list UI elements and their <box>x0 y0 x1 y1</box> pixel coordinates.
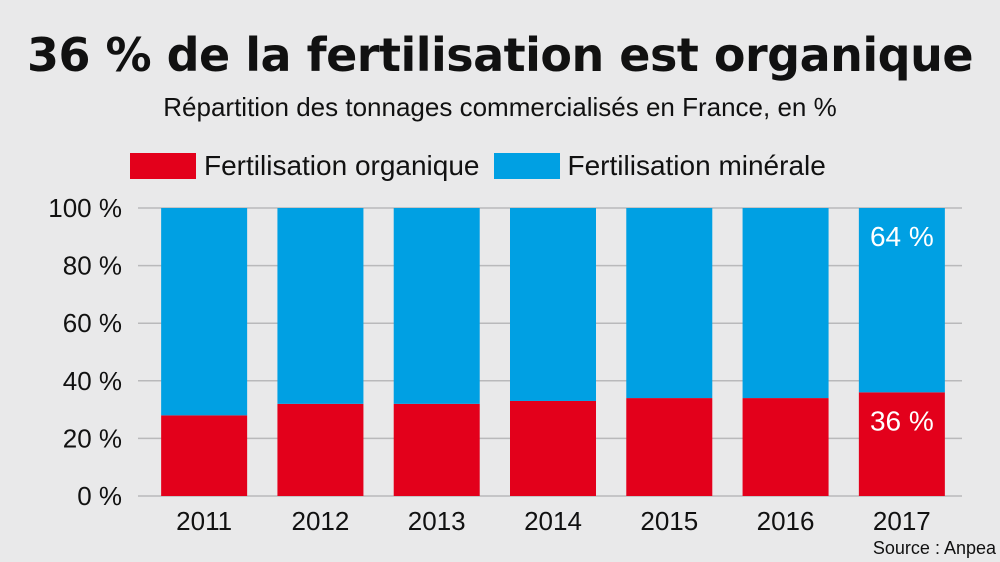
y-tick-label: 40 % <box>63 366 122 396</box>
bar-minerale-2016 <box>742 208 829 399</box>
bar-organique-2011 <box>161 415 248 496</box>
chart-legend: Fertilisation organique Fertilisation mi… <box>130 150 840 182</box>
data-label: 64 % <box>870 221 934 252</box>
bar-organique-2015 <box>626 398 713 496</box>
bar-organique-2013 <box>393 403 480 496</box>
x-tick-label: 2015 <box>640 506 698 536</box>
y-tick-label: 80 % <box>63 251 122 281</box>
legend-item-minerale: Fertilisation minérale <box>493 150 826 182</box>
x-tick-label: 2012 <box>292 506 350 536</box>
chart-title: 36 % de la fertilisation est organique <box>26 28 974 82</box>
bar-minerale-2012 <box>277 208 364 404</box>
y-tick-label: 20 % <box>63 423 122 453</box>
bar-minerale-2013 <box>393 208 480 404</box>
bar-minerale-2015 <box>626 208 713 399</box>
bar-minerale-2014 <box>510 208 596 401</box>
bar-organique-2016 <box>742 398 829 496</box>
x-tick-label: 2014 <box>524 506 582 536</box>
legend-swatch-organique <box>130 153 196 179</box>
bar-minerale-2017 <box>858 208 945 393</box>
chart-subtitle: Répartition des tonnages commercialisés … <box>163 92 837 122</box>
legend-swatch-minerale <box>493 153 560 179</box>
y-tick-label: 60 % <box>63 308 122 338</box>
legend-label-organique: Fertilisation organique <box>204 150 480 181</box>
x-tick-label: 2013 <box>408 506 466 536</box>
y-tick-label: 0 % <box>77 481 122 511</box>
bar-minerale-2011 <box>161 208 248 416</box>
data-label: 36 % <box>870 405 934 436</box>
x-tick-label: 2011 <box>176 506 232 536</box>
x-tick-label: 2017 <box>873 506 931 536</box>
legend-item-organique: Fertilisation organique <box>130 150 480 182</box>
y-tick-label: 100 % <box>48 193 122 223</box>
x-tick-label: 2016 <box>757 506 815 536</box>
bar-organique-2017 <box>858 392 945 496</box>
legend-label-minerale: Fertilisation minérale <box>567 150 826 181</box>
source-note: Source : Anpea <box>872 538 996 558</box>
bar-organique-2014 <box>510 400 596 496</box>
bar-organique-2012 <box>277 403 364 496</box>
